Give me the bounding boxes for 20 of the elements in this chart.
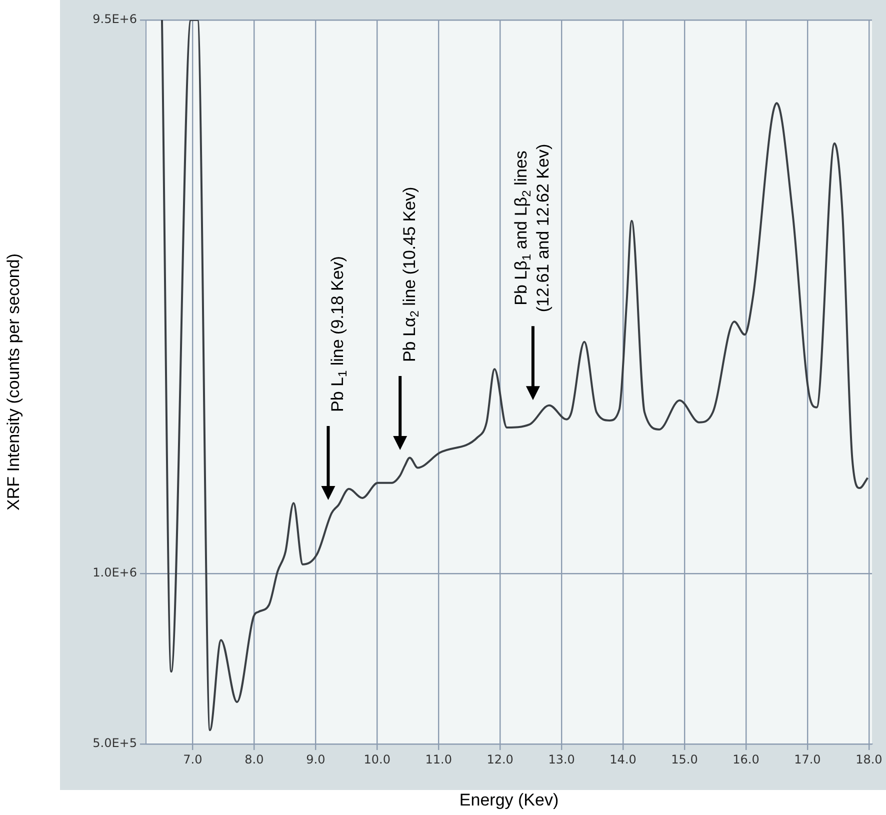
x-tick-label: 14.0	[610, 752, 636, 766]
x-tick-label: 15.0	[671, 752, 698, 766]
x-tick-label: 7.0	[183, 752, 202, 766]
line-series	[160, 20, 869, 732]
x-axis-title: Energy (Kev)	[459, 790, 559, 810]
y-tick-label: 5.0E+5	[92, 736, 137, 750]
x-tick-label: 12.0	[486, 752, 514, 766]
y-tick-label: 1.0E+6	[92, 566, 137, 580]
annotation: Pb L1 line (9.18 Kev)	[328, 256, 350, 412]
x-tick-label: 17.0	[794, 752, 821, 766]
x-tick-label: 13.0	[548, 752, 575, 766]
x-tick-label: 10.0	[364, 752, 390, 766]
x-tick-label: 11.0	[425, 752, 452, 766]
y-axis-title: XRF Intensity (counts per second)	[4, 253, 23, 511]
annotation: Pb Lα2 line (10.45 Kev)	[400, 186, 422, 362]
y-tick-label: 9.5E+6	[92, 12, 137, 26]
x-tick-label: 16.0	[732, 752, 760, 766]
x-tick-label: 8.0	[244, 752, 264, 766]
x-tick-label: 9.0	[306, 752, 326, 766]
x-tick-label: 18.0	[856, 752, 882, 766]
